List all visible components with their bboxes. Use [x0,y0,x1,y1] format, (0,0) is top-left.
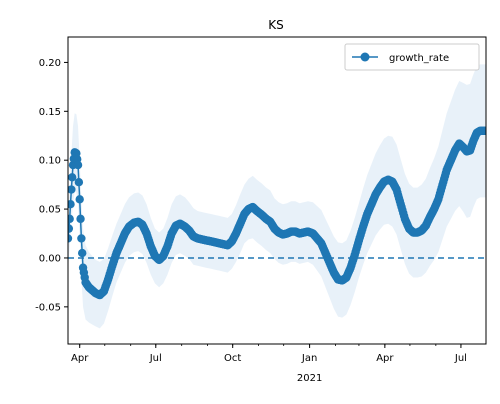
data-point [76,214,85,224]
x-tick-label: Apr [71,353,89,364]
data-point [68,234,73,243]
y-axis: 0.20 0.15 0.10 0.05 0.00 -0.05 [35,58,68,313]
y-tick-label: 0.05 [39,205,61,216]
x-tick-label: Jan [301,353,317,364]
y-tick-label: 0.20 [39,58,61,69]
data-point [74,177,84,187]
legend: growth_rate [344,43,480,71]
confidence-band [68,64,486,329]
x-tick-label: Jul [454,353,467,364]
y-tick-label: -0.05 [35,302,61,313]
data-point [77,234,86,243]
x-tick-label: Oct [224,353,241,364]
data-point [68,185,76,194]
x-year-label: 2021 [297,373,322,384]
data-point [68,173,77,182]
data-point [68,214,74,224]
x-tick-label: Apr [376,353,394,364]
data-point [68,224,74,233]
data-point [78,248,87,258]
y-tick-label: 0.00 [39,253,61,264]
legend-label: growth_rate [389,53,449,64]
x-tick-label: Jul [149,353,162,364]
x-axis: Apr Jul Oct Jan Apr Jul 2021 [71,344,467,384]
data-point [481,126,486,136]
plot-area [67,36,487,345]
data-point [75,195,84,204]
legend-box [344,43,480,71]
y-tick-label: 0.10 [39,156,61,167]
data-point [73,160,83,170]
chart-title: KS [268,18,284,32]
y-tick-label: 0.15 [39,107,61,118]
data-point [68,199,75,209]
plot-frame [67,36,487,345]
legend-marker [360,52,370,62]
